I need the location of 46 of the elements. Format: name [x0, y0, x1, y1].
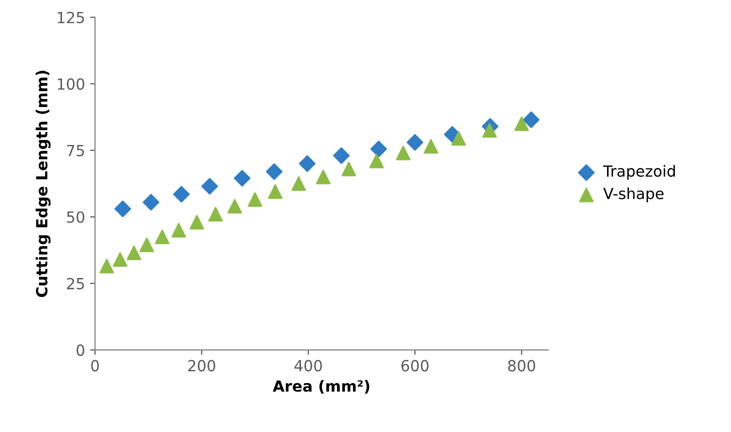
point: [99, 258, 114, 274]
point: [126, 246, 142, 260]
point: [522, 111, 540, 128]
point: [333, 147, 350, 164]
point: [114, 200, 132, 218]
y-tick-label: 50: [67, 211, 84, 223]
x-tick-label: 0: [91, 360, 99, 372]
point: [227, 198, 242, 214]
point: [451, 131, 466, 146]
point: [291, 176, 306, 191]
x-tick-label: 400: [294, 360, 322, 372]
point: [406, 134, 424, 151]
point: [248, 192, 262, 207]
point: [208, 206, 223, 222]
point: [266, 163, 282, 180]
point: [369, 154, 384, 168]
point: [201, 178, 218, 195]
point: [154, 230, 170, 244]
x-tick-label: 200: [188, 360, 216, 372]
point: [171, 222, 186, 238]
point: [370, 140, 387, 158]
point: [424, 139, 438, 154]
x-tick-label: 800: [508, 360, 536, 372]
point: [234, 170, 250, 187]
y-tick-label: 100: [58, 78, 84, 90]
point: [139, 238, 154, 252]
point: [268, 184, 283, 199]
y-axis-title: Cutting Edge Length (mm): [36, 70, 51, 297]
point: [342, 162, 356, 176]
x-axis-title: Area (mm²): [272, 380, 370, 394]
point: [298, 155, 316, 172]
legend-label: Trapezoid: [603, 164, 675, 180]
point: [482, 123, 497, 138]
y-tick-label: 0: [76, 344, 84, 356]
y-tick-label: 25: [66, 278, 84, 290]
y-tick-label: 75: [67, 145, 84, 156]
point: [112, 252, 128, 267]
point: [316, 170, 331, 184]
legend-label: V-shape: [603, 187, 664, 202]
point: [190, 214, 204, 230]
point: [142, 194, 160, 211]
x-tick-label: 600: [401, 360, 429, 372]
point: [514, 116, 529, 132]
point: [173, 186, 190, 203]
point: [396, 146, 411, 160]
y-tick-label: 125: [58, 12, 84, 24]
